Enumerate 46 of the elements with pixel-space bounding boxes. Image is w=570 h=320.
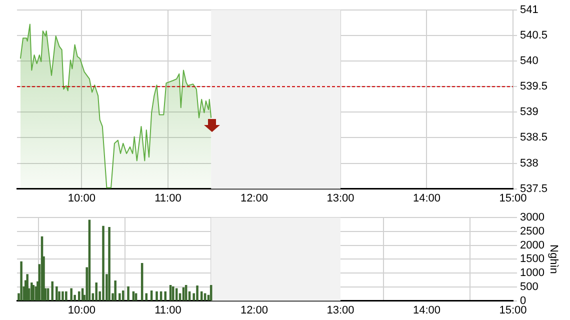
y-tick-label: 539.5 (520, 80, 548, 93)
y-tick-label: 537.5 (520, 182, 548, 195)
x-tick-label: 15:00 (499, 304, 527, 316)
bar (95, 282, 98, 301)
bar (30, 282, 33, 301)
y-tick-label: 2500 (520, 226, 544, 238)
y-tick-label: 500 (520, 280, 538, 293)
bar (26, 274, 28, 301)
x-tick-label: 13:00 (326, 192, 354, 204)
y-tick-label: 2000 (520, 239, 544, 252)
bar (51, 281, 54, 301)
bar (172, 286, 174, 301)
x-tick-label: 12:00 (240, 304, 268, 316)
y-tick-label: 538 (520, 157, 538, 170)
bar (65, 291, 68, 301)
bar (196, 285, 198, 301)
bar (70, 288, 72, 301)
y-tick-label: 1000 (520, 267, 544, 280)
x-tick-label: 14:00 (412, 192, 441, 204)
bar (127, 286, 130, 301)
bar (62, 291, 64, 301)
bar (102, 226, 104, 301)
bar (114, 280, 116, 301)
y-tick-label: 540.5 (520, 30, 548, 42)
y-tick-label: 1500 (520, 253, 544, 266)
x-tick-label: 12:00 (240, 192, 268, 204)
bar (56, 286, 58, 301)
y-tick-label: 541 (520, 4, 538, 16)
bar (118, 293, 121, 301)
bar (164, 291, 166, 301)
y-tick-label: 538.5 (520, 132, 548, 144)
x-tick-label: 11:00 (154, 192, 182, 204)
x-tick-label: 11:00 (154, 304, 182, 316)
bar (156, 291, 158, 301)
x-tick-label: 14:00 (412, 304, 441, 316)
y-tick-label: 540 (520, 55, 538, 68)
y-tick-label: 0 (520, 294, 526, 307)
x-tick-label: 15:00 (499, 192, 527, 204)
y-tick-label: 3000 (520, 212, 544, 224)
x-tick-label: 10:00 (68, 304, 96, 316)
bar (108, 226, 110, 301)
x-tick-label: 10:00 (68, 192, 96, 204)
x-tick-label: 13:00 (326, 304, 354, 316)
y-axis-title: Nghìn (547, 244, 560, 274)
bar (20, 261, 22, 301)
y-tick-label: 539 (520, 106, 538, 118)
